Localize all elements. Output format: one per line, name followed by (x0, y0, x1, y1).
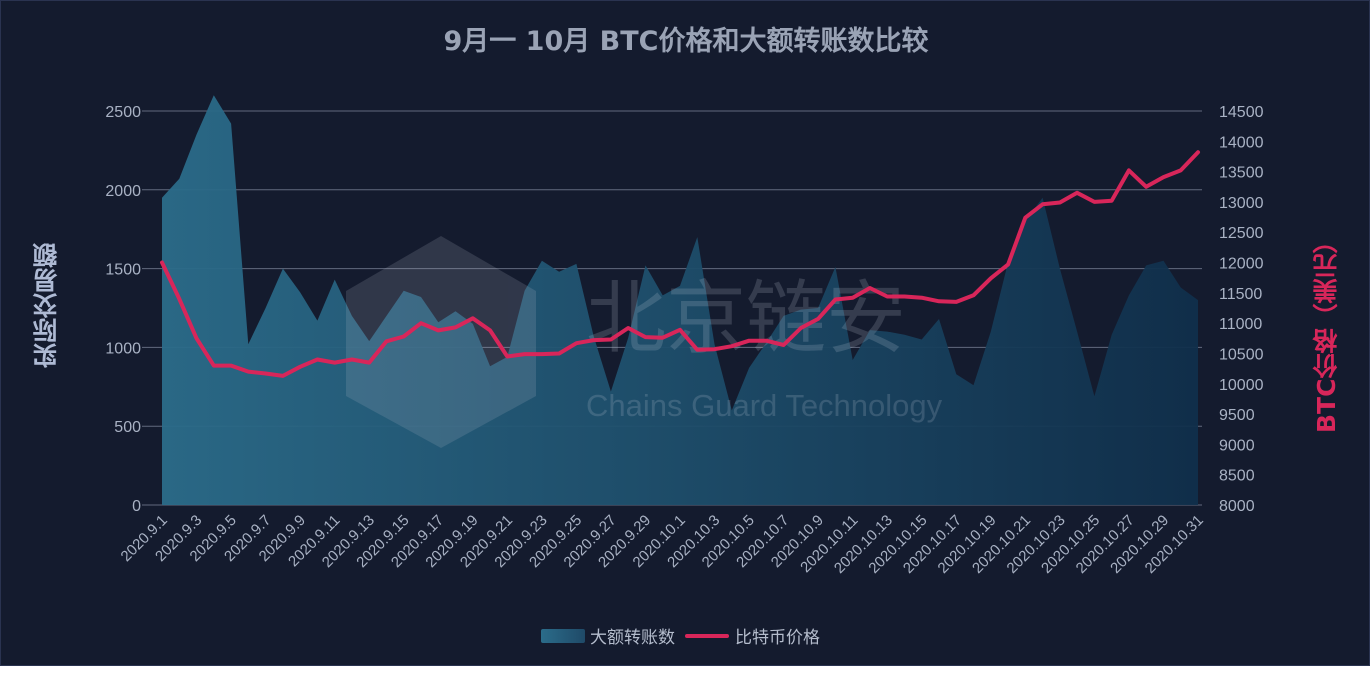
y-right-tick-label: 8500 (1219, 468, 1255, 485)
y-right-tick-label: 9000 (1219, 437, 1255, 454)
area-series-large-transfers (162, 95, 1198, 505)
legend-line-swatch (685, 633, 729, 638)
watermark-main-text: 北京链安 (586, 274, 906, 363)
y-right-tick-label: 11000 (1219, 316, 1262, 333)
chart-title: 9月一 10月 BTC价格和大额转账数比较 (443, 26, 929, 57)
y-right-tick-label: 11500 (1219, 286, 1262, 303)
line-series-btc-price (160, 150, 1200, 378)
y-left-tick-label: 2500 (105, 104, 141, 121)
line-series-layer (160, 150, 1200, 378)
y-right-tick-label: 12500 (1219, 225, 1264, 242)
y-axis-right-ticks: 8000 8500 9000 9500 10000 10500 11000 11500 1200… (1219, 104, 1264, 515)
legend-item-area[interactable]: 大额转账数 (590, 628, 675, 648)
y-left-tick-label: 1000 (105, 340, 141, 357)
y-right-tick-label: 14500 (1219, 104, 1264, 121)
x-axis-ticks: 2020.9.12020.9.32020.9.52020.9.72020.9.9… (118, 512, 1207, 577)
y-left-tick-label: 1500 (105, 262, 141, 279)
legend[interactable]: 大额转账数 比特币价格 (541, 623, 820, 648)
y-right-tick-label: 14000 (1219, 134, 1264, 151)
watermark-hexagon-logo (346, 236, 536, 448)
legend-area-swatch (541, 628, 585, 643)
y-right-tick-label: 10000 (1219, 377, 1264, 394)
watermark-sub-text: Chains Guard Technology (586, 388, 943, 423)
y-right-tick-label: 9500 (1219, 407, 1255, 424)
legend-item-line[interactable]: 比特币价格 (735, 628, 820, 648)
y-left-tick-label: 500 (114, 419, 141, 436)
y-right-tick-label: 13500 (1219, 165, 1264, 182)
y-right-tick-label: 8000 (1219, 498, 1255, 515)
y-right-tick-label: 12000 (1219, 256, 1264, 273)
y-right-tick-label: 13000 (1219, 195, 1264, 212)
chart-plot: 北京链安 Chains Guard Technology 0 500 1000 150… (105, 95, 1264, 577)
watermark: 北京链安 Chains Guard Technology (346, 236, 943, 448)
y-axis-left-ticks: 0 500 1000 1500 2000 2500 (105, 104, 141, 515)
y-left-tick-label: 2000 (105, 183, 141, 200)
y-right-tick-label: 10500 (1219, 346, 1264, 363)
area-series-layer (162, 95, 1198, 505)
y-left-tick-label: 0 (132, 498, 141, 515)
